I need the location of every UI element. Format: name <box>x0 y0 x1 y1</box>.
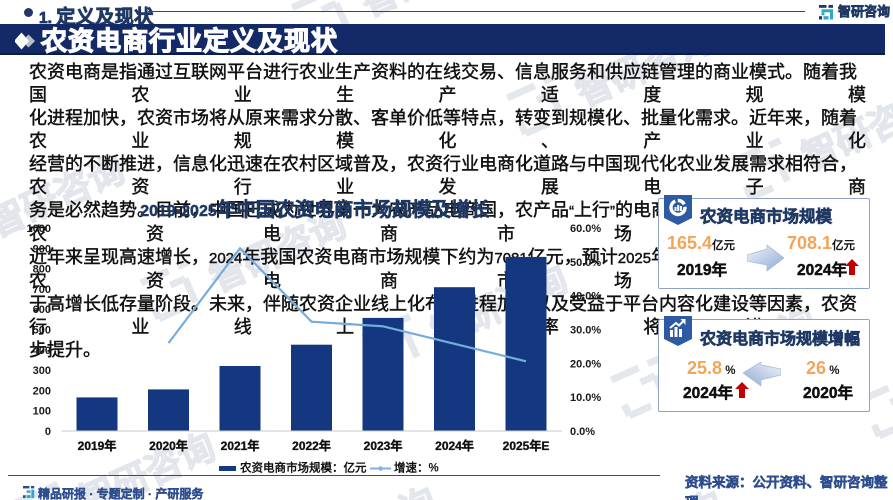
svg-text:2025年E: 2025年E <box>503 438 550 453</box>
svg-text:50.0%: 50.0% <box>570 257 601 269</box>
svg-text:10.0%: 10.0% <box>570 392 601 404</box>
svg-text:900: 900 <box>33 243 51 255</box>
svg-text:500: 500 <box>33 325 51 337</box>
svg-text:农资电商市场规模：亿元: 农资电商市场规模：亿元 <box>239 461 367 475</box>
svg-text:0: 0 <box>45 426 51 438</box>
svg-text:智研咨询: 智研咨询 <box>294 480 442 500</box>
svg-text:2019年: 2019年 <box>78 438 117 453</box>
svg-text:200: 200 <box>33 385 51 397</box>
svg-text:30.0%: 30.0% <box>570 325 601 337</box>
svg-text:2022年: 2022年 <box>292 438 331 453</box>
svg-text:1000: 1000 <box>27 223 51 235</box>
svg-text:800: 800 <box>33 264 51 276</box>
svg-text:2020年: 2020年 <box>149 438 188 453</box>
svg-text:100: 100 <box>33 406 51 418</box>
svg-text:2021年: 2021年 <box>221 438 260 453</box>
svg-text:增速：%: 增速：% <box>394 461 439 475</box>
svg-text:600: 600 <box>33 304 51 316</box>
svg-text:60.0%: 60.0% <box>570 223 601 235</box>
svg-text:2023年: 2023年 <box>364 438 403 453</box>
svg-text:0.0%: 0.0% <box>570 426 595 438</box>
svg-text:300: 300 <box>33 365 51 377</box>
svg-text:2019-2025年中国农资电商市场规模及增长: 2019-2025年中国农资电商市场规模及增长 <box>140 198 490 221</box>
svg-text:40.0%: 40.0% <box>570 291 601 303</box>
svg-text:20.0%: 20.0% <box>570 358 601 370</box>
svg-text:700: 700 <box>33 284 51 296</box>
svg-text:400: 400 <box>33 345 51 357</box>
svg-text:2024年: 2024年 <box>435 438 474 453</box>
